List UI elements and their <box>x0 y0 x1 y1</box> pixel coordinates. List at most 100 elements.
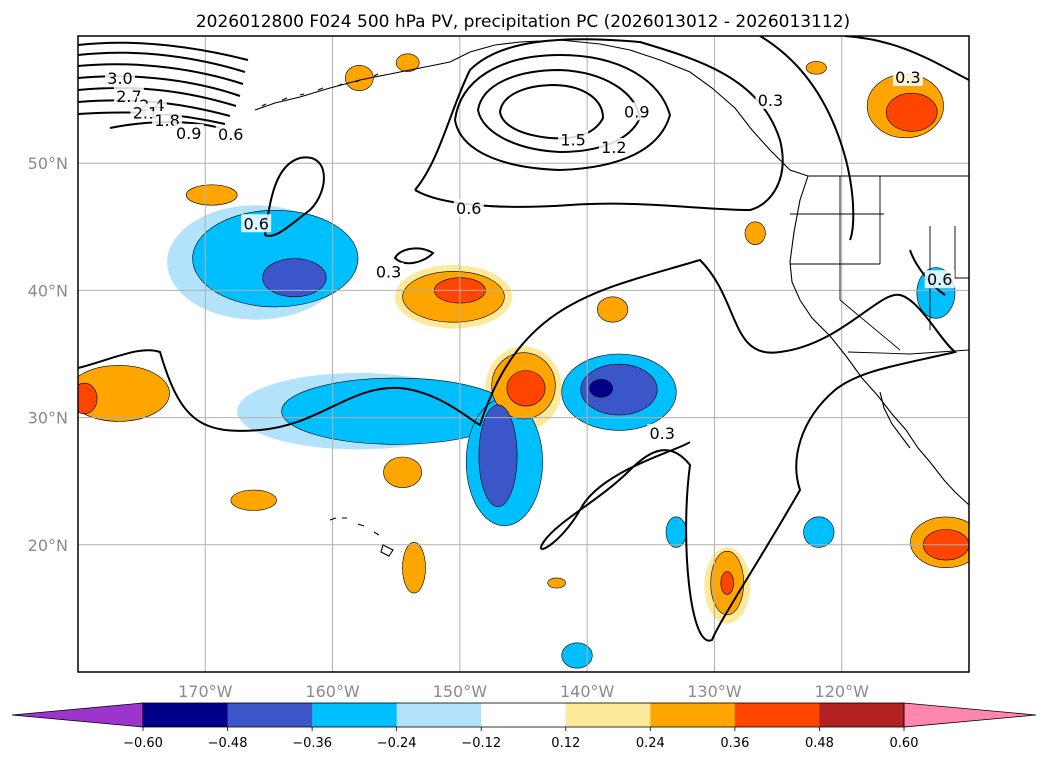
contour-label-bg <box>598 137 629 156</box>
pv-contour-label: 1.5 <box>560 130 585 149</box>
precip-region-pos-22 <box>596 296 629 323</box>
contour-label-bg <box>892 67 923 86</box>
colorbar-segment <box>734 703 820 727</box>
colorbar-segment <box>227 703 313 727</box>
precip-region-pos-35 <box>885 92 938 132</box>
pv-contour-0.6-ring <box>263 156 325 237</box>
pv-contour-label: 2.1 <box>133 104 158 123</box>
contour-label-bg <box>173 123 204 142</box>
pv-contour-label: 0.6 <box>218 125 243 144</box>
precip-region-pos-24 <box>344 65 374 92</box>
precip-region-neg-12 <box>561 642 593 669</box>
lon-tick-label: 150°W <box>433 682 488 701</box>
contour-label-bg <box>373 262 404 281</box>
colorbar: −0.60 −0.48 −0.36 −0.24 −0.12 0.12 0.24 0.36 0.4… <box>11 702 1037 751</box>
precip-region-pos-19 <box>185 184 238 206</box>
map-panel: 3.02.72.42.11.80.90.61.51.20.90.60.60.30… <box>78 36 969 672</box>
pv-contour-0.3-ne <box>844 36 969 81</box>
precip-region-pos-27 <box>805 61 827 75</box>
pv-contour-1.5 <box>498 83 605 140</box>
precip-region-pos-15 <box>78 365 170 422</box>
contour-label-bg <box>755 90 786 109</box>
contour-label-bg <box>241 214 272 233</box>
pv-contours <box>78 36 969 642</box>
precip-region-neg-10 <box>803 516 835 548</box>
pv-contour-0.3-east <box>759 36 855 241</box>
colorbar-segment <box>396 703 482 727</box>
colorbar-tick-label: 0.12 <box>551 736 580 751</box>
colorbar-tick-label: −0.36 <box>292 736 332 751</box>
pv-contour-labels: 3.02.72.42.11.80.90.61.51.20.90.60.60.30… <box>105 67 955 443</box>
pv-contour-label: 3.0 <box>107 69 132 88</box>
lat-tick-label: 30°N <box>28 409 68 428</box>
contour-label-bg <box>453 198 484 217</box>
pv-contour-label: 0.3 <box>650 424 675 443</box>
lon-tick-label: 140°W <box>560 682 615 701</box>
pv-contour-label: 0.9 <box>176 124 201 143</box>
latitude-tick-labels: 20°N 30°N 40°N 50°N <box>28 154 68 555</box>
colorbar-tick-label: −0.24 <box>377 736 417 751</box>
lon-tick-label: 160°W <box>305 682 360 701</box>
colorbar-segment <box>312 703 398 727</box>
pv-contour-label: 0.3 <box>376 263 401 282</box>
state-borders <box>790 176 969 351</box>
lon-tick-label: 130°W <box>687 682 742 701</box>
colorbar-tick-label: −0.12 <box>461 736 501 751</box>
map-frame <box>77 35 970 673</box>
precip-region-pos-33 <box>506 370 546 407</box>
precip-region-pos-25 <box>395 53 420 72</box>
precip-region-pos-20 <box>383 456 423 488</box>
pv-contour-label: 0.6 <box>927 270 952 289</box>
pv-contour-label: 0.3 <box>895 68 920 87</box>
colorbar-segment <box>565 703 651 727</box>
precip-region-neg-38 <box>589 379 613 398</box>
aleutian-chain <box>261 73 379 107</box>
lon-tick-label: 120°W <box>815 682 870 701</box>
precip-region-pos-26 <box>744 221 766 245</box>
colorbar-tick-label: 0.36 <box>720 736 749 751</box>
political-boundaries <box>790 175 969 355</box>
colorbar-frame <box>142 702 905 728</box>
colorbar-extend-min <box>11 702 144 728</box>
contour-label-bg <box>647 424 678 443</box>
colorbar-tick-label: 0.60 <box>890 736 919 751</box>
hawaiian-islands <box>329 517 394 557</box>
pv-contour-0.6-se-coast <box>909 249 946 296</box>
precip-region-neg-31 <box>580 363 658 416</box>
pv-contour-0.3-small <box>393 247 435 265</box>
lat-tick-label: 20°N <box>28 536 68 555</box>
lat-tick-label: 40°N <box>28 281 68 300</box>
colorbar-extend-max <box>903 702 1037 728</box>
pv-contour-label: 0.3 <box>758 91 783 110</box>
chart-title: 2026012800 F024 500 hPa PV, precipitatio… <box>196 12 850 32</box>
contour-label-bg <box>215 125 246 144</box>
colorbar-segment <box>481 703 567 727</box>
pv-contour-0.6-low <box>414 38 784 212</box>
contour-label-bg <box>558 130 589 149</box>
pv-contour-label: 1.2 <box>601 138 626 157</box>
pv-contour-label: 0.6 <box>456 199 481 218</box>
precipitation-pc-layer <box>78 53 969 669</box>
precip-region-neg-29 <box>262 258 327 298</box>
contour-label-bg <box>113 87 144 106</box>
pv-contour-label: 2.7 <box>116 87 141 106</box>
precip-region-pos-28 <box>547 577 566 589</box>
precip-region-neg-30 <box>478 404 518 507</box>
graticule-gridlines <box>78 36 969 672</box>
precip-region-neg-11 <box>665 516 687 548</box>
colorbar-tick-label: 0.48 <box>805 736 834 751</box>
colorbar-segment <box>143 703 229 727</box>
contour-label-bg <box>924 270 955 289</box>
precip-region-pos-21 <box>230 489 277 511</box>
contour-label-bg <box>105 69 136 88</box>
lon-tick-label: 170°W <box>178 682 233 701</box>
contour-label-bg <box>621 102 652 121</box>
pv-contour-label: 0.9 <box>624 102 649 121</box>
baja-california <box>879 391 911 449</box>
colorbar-tick-label: −0.48 <box>208 736 248 751</box>
north-america-west-coast <box>789 175 969 506</box>
pv-contour-0.3-main <box>78 258 958 642</box>
pv-contour-label: 1.8 <box>154 111 179 130</box>
precip-region-pos-34 <box>78 382 98 415</box>
colorbar-tick-label: 0.24 <box>636 736 665 751</box>
